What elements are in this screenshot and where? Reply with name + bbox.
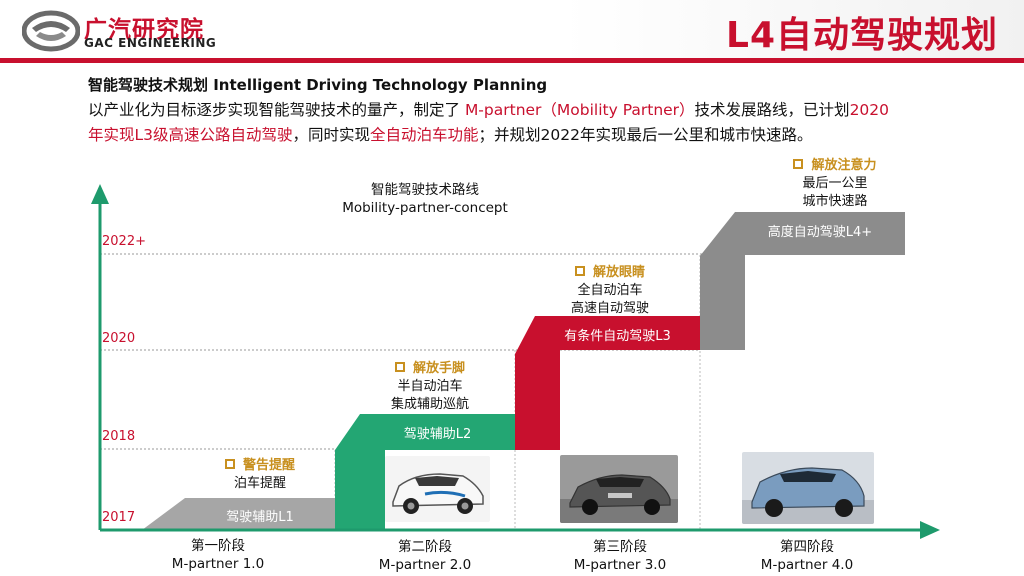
note-heading: 解放眼睛 xyxy=(545,264,675,282)
stage-version: M-partner 2.0 xyxy=(378,557,472,573)
logo-en-text: GAC ENGINEERING xyxy=(84,36,217,50)
suv-image xyxy=(560,455,678,523)
x-axis-arrow xyxy=(920,521,940,539)
square-bullet-icon xyxy=(394,362,405,372)
note-stage-4: 解放注意力 最后一公里 城市快速路 xyxy=(765,157,905,211)
note-line: 半自动泊车 xyxy=(397,379,463,394)
year-label: 2022+ xyxy=(102,234,146,249)
note-line: 泊车提醒 xyxy=(233,476,286,491)
square-bullet-icon xyxy=(793,159,804,169)
intro-text: ，同时实现 xyxy=(292,126,371,144)
stage-name: 第四阶段 xyxy=(780,539,834,555)
note-line: 集成辅助巡航 xyxy=(390,397,469,412)
note-heading-text: 解放注意力 xyxy=(811,158,877,173)
page-title: L4自动驾驶规划 xyxy=(726,15,998,56)
suv-image xyxy=(385,456,490,522)
note-line: 城市快速路 xyxy=(802,194,868,209)
car-photo-stage-4 xyxy=(742,452,874,524)
note-heading-text: 警告提醒 xyxy=(242,458,295,473)
roadmap-title-cn: 智能驾驶技术路线 xyxy=(371,182,479,198)
stage-label-1: 第一阶段 M-partner 1.0 xyxy=(138,537,298,573)
bar-l3-label: 有条件自动驾驶L3 xyxy=(564,329,671,344)
square-bullet-icon xyxy=(224,459,235,469)
stage-label-2: 第二阶段 M-partner 2.0 xyxy=(345,538,505,574)
bar-l2-label: 驾驶辅助L2 xyxy=(403,427,472,442)
intro-text: ；并规划2022年实现最后一公里和城市快速路。 xyxy=(478,126,813,144)
bar-l4 xyxy=(700,212,905,350)
square-bullet-icon xyxy=(574,266,585,276)
intro-text: 技术发展路线，已计划 xyxy=(694,101,850,119)
bar-l1 xyxy=(142,498,335,530)
stage-label-4: 第四阶段 M-partner 4.0 xyxy=(727,538,887,574)
concept-car-image xyxy=(742,452,874,524)
header-red-line xyxy=(0,58,1024,63)
note-line: 全自动泊车 xyxy=(577,283,643,298)
y-axis-arrow xyxy=(91,184,109,204)
stage-version: M-partner 4.0 xyxy=(760,557,854,573)
stage-name: 第二阶段 xyxy=(398,539,452,555)
year-label: 2018 xyxy=(102,429,136,444)
note-line: 高速自动驾驶 xyxy=(570,301,649,316)
intro-highlight: 年实现L3级高速公路自动驾驶 xyxy=(88,126,293,144)
year-label: 2020 xyxy=(102,331,136,346)
note-line: 最后一公里 xyxy=(802,176,868,191)
logo-cn-text: 广汽研究院 xyxy=(84,17,204,43)
year-label: 2017 xyxy=(102,510,136,525)
note-heading-text: 解放手脚 xyxy=(412,361,465,376)
intro-highlight: 全自动泊车功能 xyxy=(370,126,479,144)
header: 广汽研究院 GAC ENGINEERING L4自动驾驶规划 xyxy=(0,0,1024,63)
section-subtitle: 智能驾驶技术规划 Intelligent Driving Technology … xyxy=(88,76,548,94)
bar-l3 xyxy=(515,316,700,450)
stage-name: 第一阶段 xyxy=(191,538,245,554)
intro-text: 以产业化为目标逐步实现智能驾驶技术的量产，制定了 xyxy=(88,101,465,119)
car-photo-stage-3 xyxy=(560,455,678,523)
stage-version: M-partner 3.0 xyxy=(573,557,667,573)
intro-highlight: 2020 xyxy=(849,101,890,119)
gac-logo-emblem xyxy=(22,10,80,52)
intro-paragraph: 以产业化为目标逐步实现智能驾驶技术的量产，制定了 M-partner（Mobil… xyxy=(88,98,988,148)
note-heading: 解放手脚 xyxy=(365,360,495,378)
bar-l1-label: 驾驶辅助L1 xyxy=(226,510,294,525)
note-heading-text: 解放眼睛 xyxy=(592,265,645,280)
header-band xyxy=(0,0,1024,62)
stage-version: M-partner 1.0 xyxy=(171,556,265,572)
note-stage-1: 警告提醒 泊车提醒 xyxy=(195,457,325,493)
note-stage-3: 解放眼睛 全自动泊车 高速自动驾驶 xyxy=(545,264,675,318)
bar-l4-label: 高度自动驾驶L4+ xyxy=(767,225,873,240)
intro-highlight: M-partner（Mobility Partner） xyxy=(464,101,695,119)
roadmap-title: 智能驾驶技术路线 Mobility-partner-concept xyxy=(320,181,530,217)
roadmap-title-en: Mobility-partner-concept xyxy=(342,200,508,216)
note-heading: 解放注意力 xyxy=(765,157,905,175)
stage-name: 第三阶段 xyxy=(593,539,647,555)
note-heading: 警告提醒 xyxy=(195,457,325,475)
bar-l2 xyxy=(335,414,515,530)
note-stage-2: 解放手脚 半自动泊车 集成辅助巡航 xyxy=(365,360,495,414)
car-photo-stage-2 xyxy=(385,456,490,522)
stage-label-3: 第三阶段 M-partner 3.0 xyxy=(540,538,700,574)
gac-logo: 广汽研究院 GAC ENGINEERING xyxy=(22,8,262,54)
